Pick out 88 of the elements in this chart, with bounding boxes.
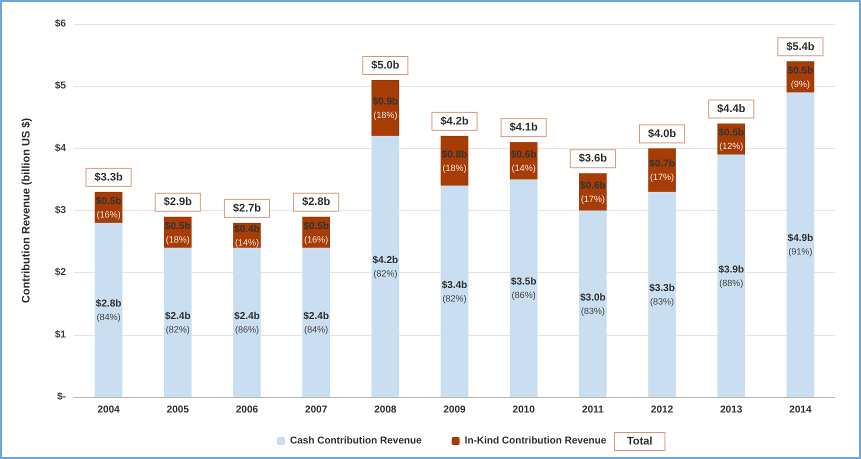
x-tick-label: 2009 — [443, 404, 466, 416]
y-tick-label: $5 — [54, 80, 66, 92]
bar — [579, 210, 607, 397]
x-tick-label: 2011 — [582, 404, 604, 416]
y-tick-label: $4 — [54, 142, 66, 154]
data-label: $0.7b — [649, 158, 675, 170]
total-label: $4.4b — [717, 102, 746, 115]
total-label: $3.6b — [578, 152, 608, 165]
bar — [786, 92, 814, 397]
data-label: $3.9b — [718, 264, 744, 276]
annotation: (83%) — [580, 306, 605, 316]
annotation: (86%) — [512, 290, 536, 300]
bar — [717, 154, 746, 397]
total-label: $3.3b — [94, 171, 123, 184]
data-label: $0.5b — [96, 196, 122, 207]
total-label: $2.7b — [232, 202, 262, 214]
x-tick-label: 2012 — [650, 404, 674, 416]
total-label: $2.8b — [302, 196, 330, 208]
x-tick-label: 2014 — [789, 404, 812, 416]
total-label: $5.0b — [371, 59, 400, 72]
annotation: (12%) — [719, 141, 744, 152]
x-tick-label: 2006 — [236, 404, 259, 416]
annotation: (18%) — [166, 234, 190, 244]
annotation: (16%) — [96, 209, 121, 220]
data-label: $0.9b — [372, 96, 398, 108]
legend-label: Cash Contribution Revenue — [290, 436, 422, 446]
annotation: (16%) — [304, 234, 328, 244]
data-label: $4.9b — [788, 233, 814, 244]
data-label: $0.5b — [788, 65, 814, 76]
total-label: $4.2b — [440, 115, 469, 128]
annotation: (14%) — [512, 162, 536, 173]
y-tick-label: $3 — [54, 205, 66, 216]
annotation: (88%) — [719, 278, 744, 288]
x-tick-label: 2005 — [166, 404, 190, 416]
annotation: (86%) — [234, 324, 259, 334]
bar — [302, 248, 330, 397]
x-tick-label: 2010 — [512, 404, 536, 416]
annotation: (84%) — [304, 324, 328, 334]
x-tick-label: 2008 — [374, 404, 397, 416]
data-label: $2.4b — [164, 310, 191, 322]
bar — [648, 192, 676, 397]
bar — [233, 248, 261, 397]
data-label: $3.0b — [580, 292, 606, 304]
annotation: (9%) — [790, 78, 810, 89]
total-label: $5.4b — [786, 40, 815, 53]
x-tick-label: 2007 — [305, 404, 328, 416]
annotation: (83%) — [650, 296, 674, 306]
data-label: $0.6b — [510, 149, 536, 160]
total-label: $2.9b — [164, 196, 192, 208]
annotation: (18%) — [442, 162, 467, 173]
annotation: (82%) — [373, 268, 398, 278]
y-tick-label: $1 — [54, 329, 66, 340]
y-tick-label: $- — [57, 392, 66, 402]
data-label: $2.4b — [303, 310, 329, 322]
data-label: $0.5b — [303, 220, 329, 232]
x-tick-label: 2013 — [720, 404, 743, 416]
text: Total — [627, 436, 652, 448]
data-label: $4.2b — [372, 254, 398, 266]
data-label: $0.5b — [164, 220, 191, 232]
data-label: $2.4b — [234, 310, 260, 322]
data-label: $2.8b — [96, 298, 122, 310]
annotation: (82%) — [166, 324, 190, 334]
total-label: $4.0b — [648, 128, 676, 140]
y-tick-label: $2 — [54, 267, 66, 278]
legend-label: In-Kind Contribution Revenue — [464, 436, 607, 446]
data-label: $3.5b — [510, 276, 536, 288]
annotation: (82%) — [442, 293, 467, 304]
total-label: $4.1b — [510, 122, 538, 134]
annotation: (17%) — [580, 194, 605, 204]
x-tick-label: 2004 — [97, 404, 120, 416]
bar — [510, 179, 538, 397]
annotation: (17%) — [650, 172, 674, 182]
data-label: $0.8b — [442, 149, 468, 160]
y-tick-label: $6 — [54, 18, 66, 30]
bar — [371, 136, 400, 397]
data-label: $0.5b — [718, 128, 744, 139]
y-axis-title: Contribution Revenue (billion US $) — [20, 118, 32, 304]
data-label: $0.6b — [580, 180, 606, 192]
data-label: $0.4b — [234, 224, 260, 235]
data-label: $3.3b — [649, 282, 675, 294]
annotation: (14%) — [234, 237, 259, 248]
bar — [164, 248, 192, 397]
data-label: $3.4b — [442, 280, 468, 291]
bar — [440, 186, 468, 397]
annotation: (18%) — [373, 110, 398, 120]
bar — [94, 222, 122, 397]
annotation: (91%) — [788, 246, 812, 257]
annotation: (84%) — [96, 312, 121, 322]
